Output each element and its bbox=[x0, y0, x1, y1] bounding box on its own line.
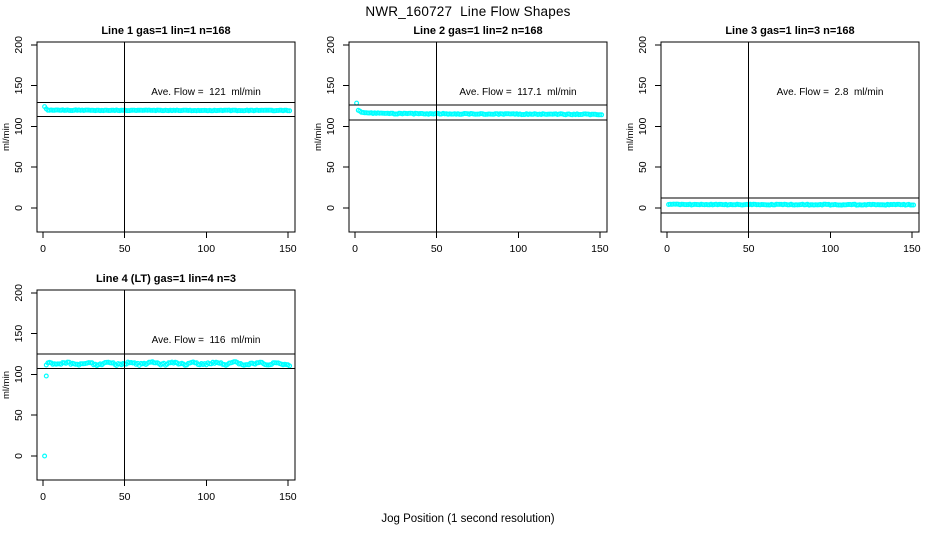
flow-point bbox=[287, 363, 293, 369]
y-tick-label: 0 bbox=[13, 453, 25, 459]
flow-point bbox=[599, 112, 605, 118]
y-tick-label: 0 bbox=[13, 205, 25, 211]
y-tick-label: 100 bbox=[637, 117, 649, 135]
y-tick-label: 50 bbox=[325, 161, 337, 173]
main-title: NWR_160727 Line Flow Shapes bbox=[365, 4, 571, 19]
y-tick-label: 200 bbox=[637, 36, 649, 54]
flow-point bbox=[911, 202, 917, 208]
ave-flow-annotation: Ave. Flow = 116 ml/min bbox=[152, 335, 261, 346]
x-tick-label: 0 bbox=[664, 243, 670, 255]
y-tick-label: 150 bbox=[13, 325, 25, 343]
x-tick-label: 100 bbox=[822, 243, 840, 255]
y-axis-title: ml/min bbox=[1, 371, 12, 399]
y-tick-label: 100 bbox=[325, 117, 337, 135]
x-axis-label: Jog Position (1 second resolution) bbox=[381, 513, 555, 525]
plot-box bbox=[36, 289, 296, 481]
flow-points bbox=[666, 201, 917, 208]
subplot-canvas: 0 50 100 150 0 50 100 150 200 ml/min Line 4 (LT) g… bbox=[1, 273, 297, 503]
x-tick-label: 0 bbox=[352, 243, 358, 255]
x-tick-label: 0 bbox=[40, 491, 46, 503]
x-tick-label: 100 bbox=[510, 243, 528, 255]
flow-points bbox=[42, 104, 293, 114]
flow-point bbox=[909, 202, 915, 208]
y-tick-label: 100 bbox=[13, 365, 25, 383]
plot-box bbox=[348, 41, 608, 233]
subplot-title: Line 1 gas=1 lin=1 n=168 bbox=[101, 25, 230, 37]
x-tick-label: 100 bbox=[198, 243, 216, 255]
x-tick-label: 150 bbox=[591, 243, 609, 255]
x-tick-label: 150 bbox=[903, 243, 921, 255]
y-tick-label: 150 bbox=[13, 77, 25, 95]
outlier-point bbox=[354, 100, 360, 106]
flow-point bbox=[285, 108, 291, 114]
x-tick-label: 50 bbox=[119, 491, 131, 503]
y-tick-label: 50 bbox=[637, 161, 649, 173]
x-tick-label: 50 bbox=[119, 243, 131, 255]
ave-flow-annotation: Ave. Flow = 2.8 ml/min bbox=[777, 87, 884, 98]
x-tick-label: 50 bbox=[743, 243, 755, 255]
flow-point bbox=[287, 108, 293, 114]
subplot-line-3: 0 50 100 150 0 50 100 150 200 ml/min Line 3 gas=1 … bbox=[624, 20, 936, 268]
y-tick-label: 200 bbox=[325, 36, 337, 54]
subplot-title: Line 3 gas=1 lin=3 n=168 bbox=[725, 25, 854, 37]
subplot-line-2: 0 50 100 150 0 50 100 150 200 ml/min Line 2 gas=1 … bbox=[312, 20, 624, 268]
x-tick-label: 150 bbox=[279, 491, 297, 503]
y-tick-label: 150 bbox=[325, 77, 337, 95]
plot-box bbox=[36, 41, 296, 233]
y-axis-title: ml/min bbox=[625, 123, 636, 151]
subplot-title: Line 4 (LT) gas=1 lin=4 n=3 bbox=[96, 273, 236, 285]
x-tick-label: 50 bbox=[431, 243, 443, 255]
ave-flow-annotation: Ave. Flow = 121 ml/min bbox=[151, 87, 261, 98]
y-tick-label: 150 bbox=[637, 77, 649, 95]
subplot-canvas: 0 50 100 150 0 50 100 150 200 ml/min Line 3 gas=1 … bbox=[625, 25, 921, 255]
y-axis-title: ml/min bbox=[313, 123, 324, 151]
subplot-canvas: 0 50 100 150 0 50 100 150 200 ml/min Line 1 gas=1 … bbox=[1, 25, 297, 255]
y-tick-label: 100 bbox=[13, 117, 25, 135]
y-tick-label: 0 bbox=[637, 205, 649, 211]
flow-points bbox=[42, 359, 293, 459]
y-tick-label: 0 bbox=[325, 205, 337, 211]
x-tick-label: 0 bbox=[40, 243, 46, 255]
flow-points bbox=[354, 100, 605, 118]
plot-box bbox=[660, 41, 920, 233]
y-tick-label: 200 bbox=[13, 36, 25, 54]
subplot-canvas: 0 50 100 150 0 50 100 150 200 ml/min Line 2 gas=1 … bbox=[313, 25, 609, 255]
subplot-title: Line 2 gas=1 lin=2 n=168 bbox=[413, 25, 542, 37]
y-tick-label: 200 bbox=[13, 284, 25, 302]
subplot-line-1: 0 50 100 150 0 50 100 150 200 ml/min Line 1 gas=1 … bbox=[0, 20, 312, 268]
y-tick-label: 50 bbox=[13, 409, 25, 421]
subplot-line-4: 0 50 100 150 0 50 100 150 200 ml/min Line 4 (LT) g… bbox=[0, 268, 312, 516]
outlier-point bbox=[43, 373, 49, 379]
x-tick-label: 100 bbox=[198, 491, 216, 503]
y-axis-title: ml/min bbox=[1, 123, 12, 151]
ave-flow-annotation: Ave. Flow = 117.1 ml/min bbox=[459, 87, 576, 98]
outlier-point bbox=[42, 453, 48, 459]
y-tick-label: 50 bbox=[13, 161, 25, 173]
x-tick-label: 150 bbox=[279, 243, 297, 255]
